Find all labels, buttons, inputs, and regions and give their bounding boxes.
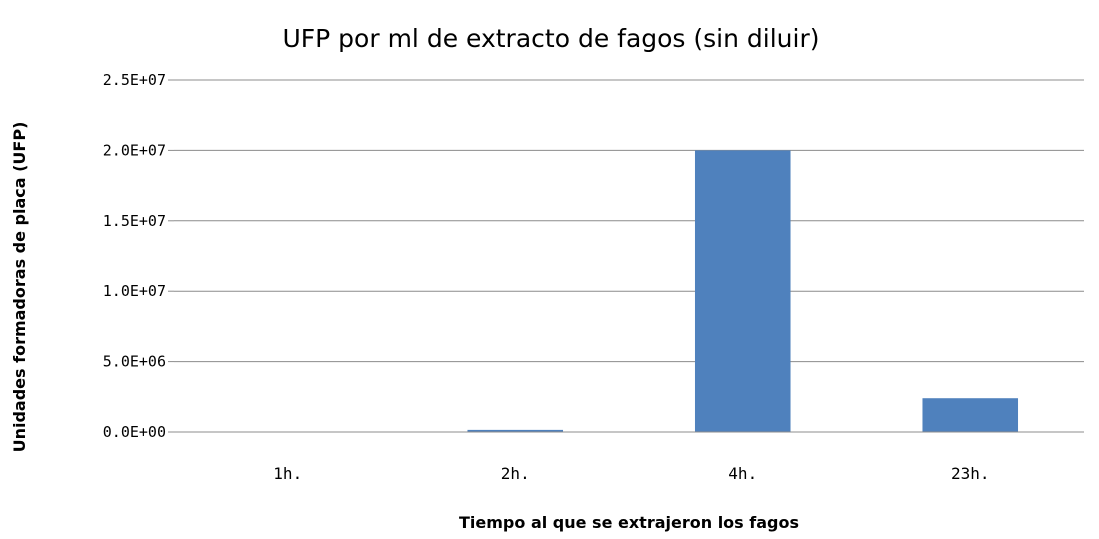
gridlines: [174, 79, 1084, 363]
bar-23h: [922, 398, 1019, 432]
y-tick-label: 1.5E+07: [103, 212, 166, 230]
x-axis-label: Tiempo al que se extrajeron los fagos: [459, 513, 799, 532]
y-axis-ticks: 0.0E+00 5.0E+06 1.0E+07 1.5E+07 2.0E+07 2.5E+…: [103, 71, 174, 441]
x-tick-label: 2h.: [501, 464, 530, 483]
x-tick-label: 4h.: [728, 464, 757, 483]
chart-title: UFP por ml de extracto de fagos (sin dil…: [282, 24, 819, 53]
x-axis-ticks: 1h. 2h. 4h. 23h.: [273, 464, 989, 483]
y-tick-label: 5.0E+06: [103, 353, 166, 371]
y-tick-label: 1.0E+07: [103, 282, 166, 300]
bar-2h: [467, 429, 564, 432]
y-tick-label: 0.0E+00: [103, 423, 166, 441]
bars: [239, 150, 1019, 432]
bar-4h: [694, 150, 791, 432]
y-axis-label: Unidades formadoras de placa (UFP): [10, 122, 29, 453]
y-tick-label: 2.5E+07: [103, 71, 166, 89]
x-tick-label: 23h.: [951, 464, 990, 483]
y-tick-label: 2.0E+07: [103, 141, 166, 159]
x-tick-label: 1h.: [273, 464, 302, 483]
